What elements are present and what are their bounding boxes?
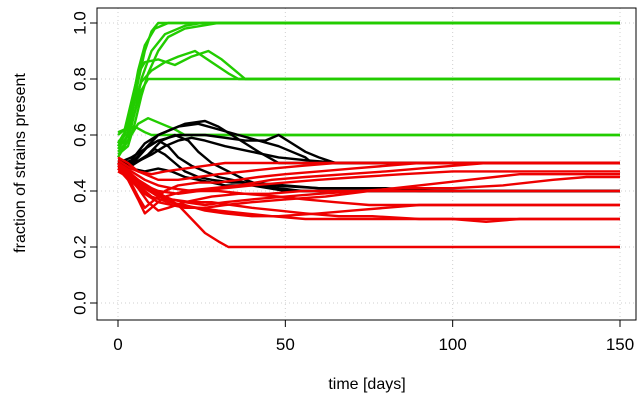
x-axis: 0 50 100 150 [113, 319, 634, 354]
series-line-black [117, 119, 620, 167]
y-tick-label: 0.2 [70, 235, 89, 259]
series-line-black [117, 136, 620, 167]
y-axis: 0.0 0.2 0.4 0.6 0.8 1.0 [70, 11, 98, 315]
series-line-red [117, 164, 620, 209]
series-line-red [117, 167, 620, 195]
series-line-red [117, 156, 620, 176]
series-line-red [117, 161, 620, 215]
series-line-black [117, 133, 620, 193]
series-line-green [117, 21, 620, 153]
series-line-black [118, 122, 620, 165]
series-line-green [116, 21, 620, 147]
series-line-black [117, 147, 620, 193]
y-tick-label: 0.0 [70, 291, 89, 315]
x-tick-label: 50 [276, 335, 295, 354]
series-line-red [117, 161, 620, 209]
series-line-red [117, 170, 620, 212]
y-tick-label: 0.8 [70, 67, 89, 91]
x-tick-label: 0 [113, 335, 122, 354]
series-line-green [116, 49, 620, 145]
series-line-red [117, 164, 620, 223]
x-tick-label: 100 [438, 335, 466, 354]
series-layer [116, 21, 620, 249]
y-tick-label: 0.6 [70, 123, 89, 147]
y-tick-label: 1.0 [70, 11, 89, 35]
y-axis-title: fraction of strains present [12, 73, 29, 253]
y-tick-label: 0.4 [70, 179, 89, 203]
series-line-green [117, 49, 620, 136]
x-tick-label: 150 [606, 335, 634, 354]
x-axis-title: time [days] [328, 376, 405, 393]
series-line-green [117, 77, 620, 150]
series-line-green [117, 125, 620, 137]
series-line-red [117, 161, 620, 207]
series-line-red [117, 167, 620, 218]
